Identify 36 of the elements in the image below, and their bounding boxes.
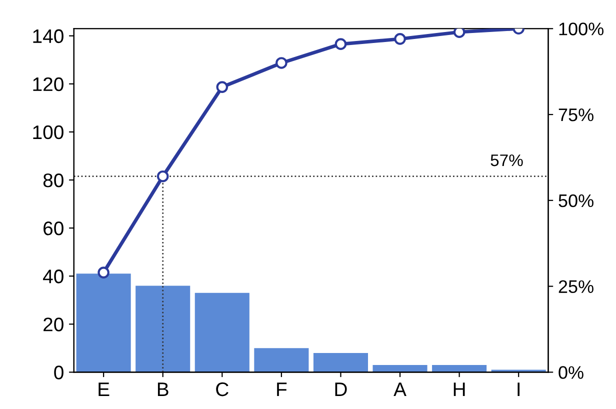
bar <box>313 352 368 372</box>
y-tick-label: 80 <box>43 173 64 188</box>
x-tick-label: F <box>277 382 287 396</box>
x-tick-label: A <box>394 382 406 396</box>
bar <box>136 286 190 372</box>
point <box>276 57 288 69</box>
point <box>394 33 406 45</box>
y-tick-label: 40 <box>43 270 64 284</box>
y2-tick-label: 75% <box>558 108 594 122</box>
x-tick-label: D <box>335 382 347 396</box>
y-tick-label: 120 <box>33 77 64 92</box>
point <box>98 266 110 278</box>
y-tick-label: 100 <box>33 125 64 140</box>
x-tick-label: H <box>454 382 465 396</box>
x-tick-label: I <box>518 382 520 396</box>
x-tick-label: C <box>216 382 228 396</box>
y-tick-label: 60 <box>44 222 64 236</box>
bar <box>372 364 428 372</box>
bar <box>432 364 487 372</box>
x-tick-label: B <box>158 382 168 396</box>
point <box>334 38 347 50</box>
point <box>216 81 228 93</box>
y2-tick-label: 100% <box>559 22 604 36</box>
bar <box>254 348 309 372</box>
y-tick-label: 140 <box>33 29 64 44</box>
y2-tick-label: 25% <box>558 280 594 294</box>
bar <box>76 274 131 372</box>
bar <box>194 292 250 372</box>
x-tick-label: E <box>98 382 110 396</box>
point <box>453 28 466 38</box>
y-tick-label: 0 <box>54 366 64 380</box>
y2-tick-label: 0% <box>558 366 584 379</box>
ref-line-label: 57% <box>490 154 523 166</box>
y-tick-label: 20 <box>44 318 64 332</box>
y2-tick-label: 50% <box>558 194 594 208</box>
point <box>156 170 169 182</box>
